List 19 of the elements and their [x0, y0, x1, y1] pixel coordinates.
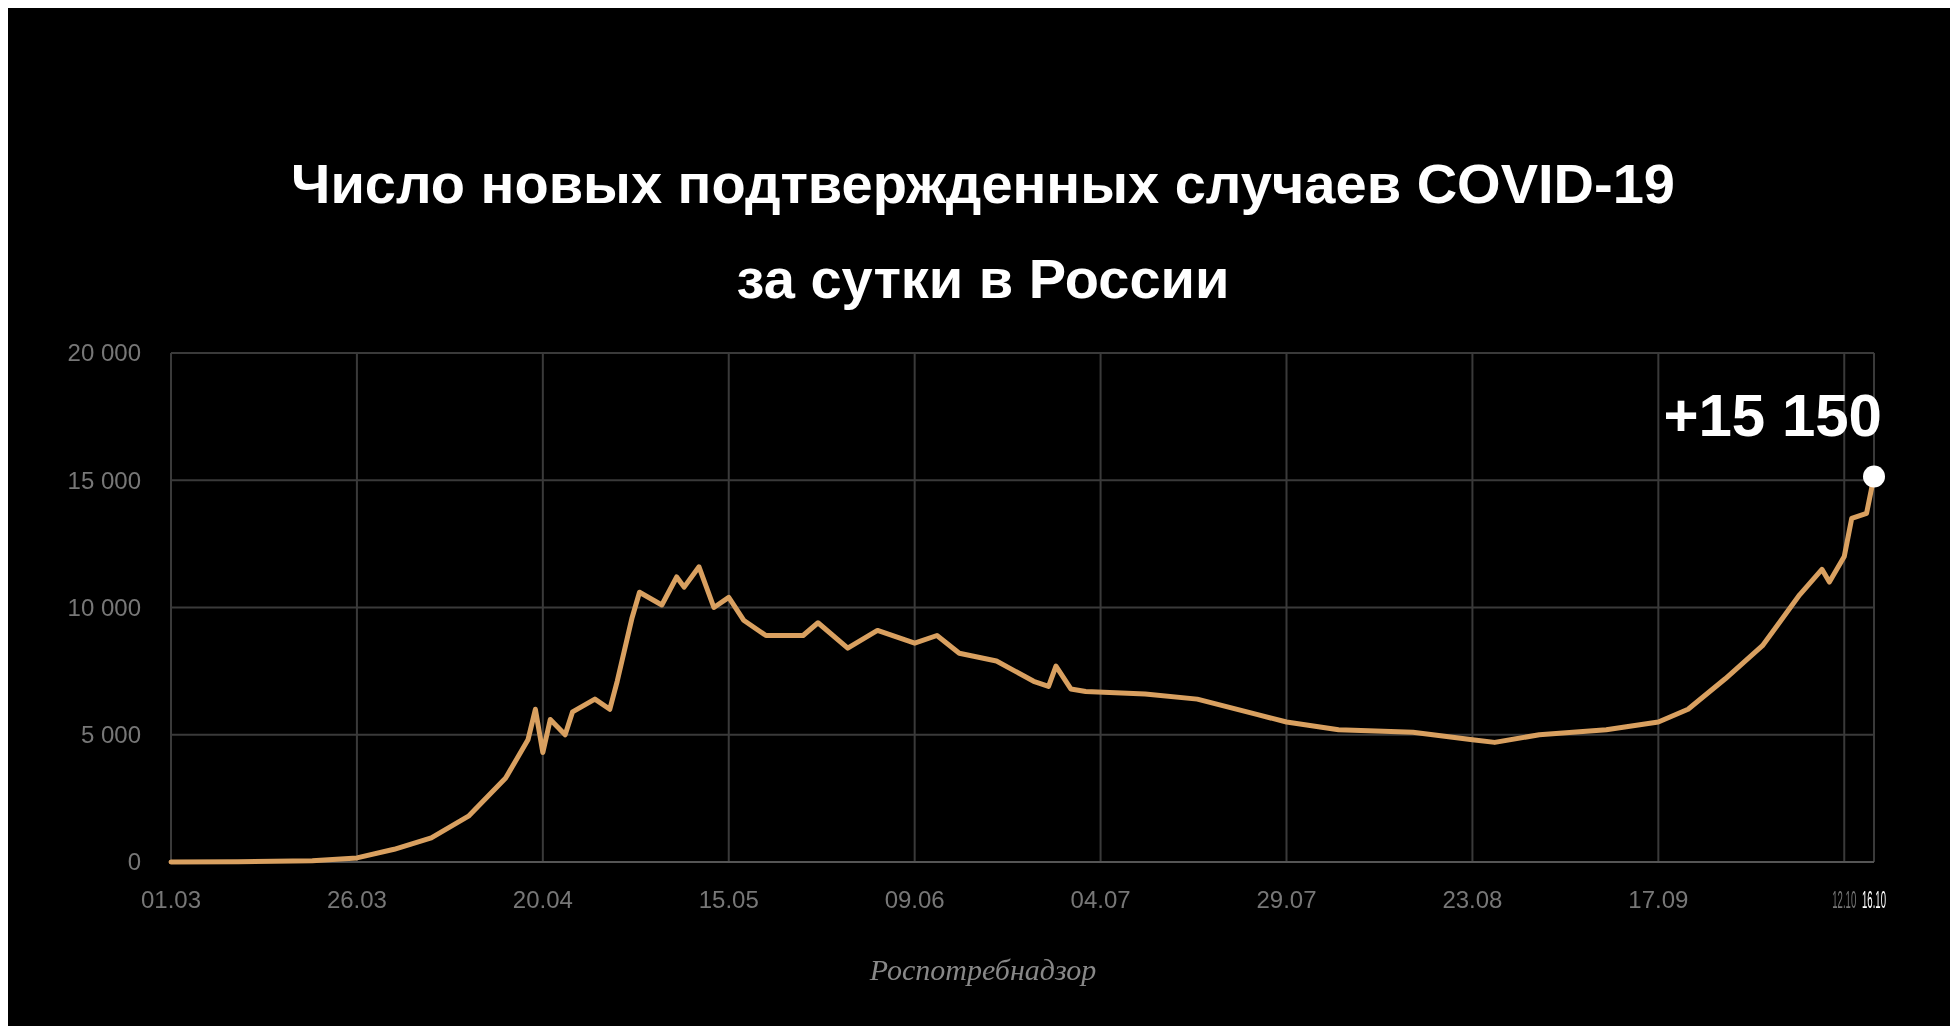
x-tick-label: 12.10: [1832, 885, 1857, 914]
text: Роспотребнадзор: [868, 953, 1097, 986]
x-tick-label: 23.08: [1442, 886, 1503, 913]
y-tick-label: 20 000: [67, 339, 141, 367]
x-tick-label: 16.10: [1862, 885, 1886, 914]
x-tick-label: 15.05: [698, 886, 759, 913]
x-tick-label: 20.04: [512, 886, 573, 913]
y-tick-label: 15 000: [67, 466, 141, 494]
y-tick-label: 5 000: [80, 721, 141, 749]
y-tick-label: 0: [127, 848, 141, 876]
x-tick-label: 26.03: [326, 886, 387, 913]
y-tick-label: 10 000: [67, 593, 141, 621]
chart-title: Число новых подтвержденных случаев COVID-19 за сутки в России: [291, 152, 1675, 310]
x-tick-label: 01.03: [140, 886, 202, 913]
x-tick-label: 09.06: [884, 886, 945, 913]
x-tick-label: 17.09: [1628, 886, 1689, 913]
x-tick-label: 04.07: [1070, 886, 1131, 913]
x-tick-label: 29.07: [1256, 886, 1317, 913]
annotation: +15 150: [1663, 382, 1882, 450]
